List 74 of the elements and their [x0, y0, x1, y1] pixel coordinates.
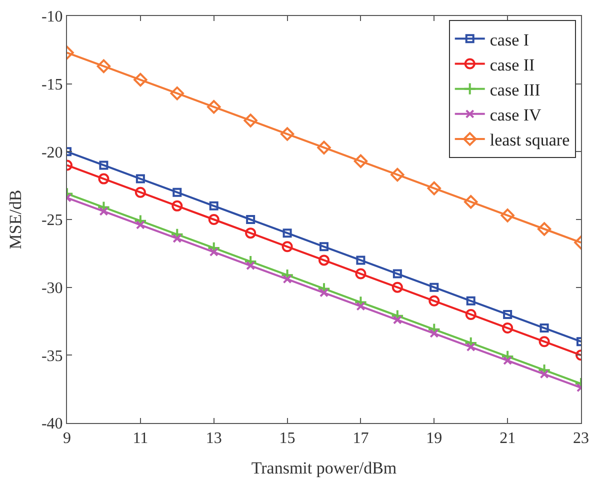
x-tick-label: 15 [279, 430, 296, 448]
legend-label: case I [490, 30, 530, 50]
point [246, 261, 256, 270]
point [355, 268, 366, 280]
point [172, 200, 183, 212]
point [430, 328, 439, 338]
point [209, 201, 218, 210]
point [464, 195, 478, 209]
point [392, 315, 402, 324]
point [96, 59, 111, 74]
point [136, 220, 145, 230]
point [209, 248, 218, 257]
x-tick-label: 21 [500, 430, 516, 448]
point [354, 154, 368, 168]
point [98, 173, 110, 184]
point [356, 256, 366, 265]
point [503, 356, 512, 366]
point [540, 324, 549, 333]
point [245, 228, 256, 239]
point [282, 274, 292, 284]
legend-label: least square [490, 130, 570, 150]
point [244, 114, 258, 128]
x-tick-label: 9 [63, 430, 71, 448]
x-tick-label: 23 [573, 430, 589, 448]
point [356, 302, 366, 311]
point [320, 288, 328, 298]
point [282, 228, 292, 238]
y-tick-label: -20 [41, 144, 63, 162]
x-tick-label: 13 [206, 430, 222, 448]
point [99, 206, 108, 216]
point [430, 282, 439, 292]
y-tick-label: -10 [41, 8, 63, 26]
x-axis-title: Transmit power/dBm [251, 458, 397, 478]
point [503, 310, 512, 319]
point [99, 160, 108, 170]
point [540, 370, 549, 379]
point [465, 308, 476, 320]
point [317, 140, 331, 154]
point [134, 72, 148, 87]
point [136, 174, 145, 184]
point [208, 214, 220, 225]
legend-label: case II [490, 55, 536, 74]
point [428, 295, 440, 306]
point [280, 127, 294, 141]
y-tick-label: -35 [41, 348, 63, 365]
point [500, 208, 514, 222]
point [466, 342, 476, 352]
x-tick-label: 17 [352, 430, 369, 448]
point [134, 186, 146, 198]
point [207, 100, 221, 114]
point [466, 296, 476, 306]
point [172, 188, 182, 197]
point [502, 322, 514, 334]
point [538, 336, 550, 348]
y-tick-label: -25 [41, 212, 63, 230]
y-tick-label: -40 [41, 416, 63, 433]
point [392, 282, 403, 293]
point [282, 241, 293, 252]
point [246, 215, 256, 224]
y-tick-label: -30 [41, 280, 63, 297]
y-axis-title: MSE/dB [6, 190, 26, 250]
point [172, 234, 182, 243]
legend-label: case III [490, 80, 541, 100]
y-tick-label: -15 [41, 76, 63, 94]
x-tick-label: 19 [426, 430, 442, 448]
point [537, 222, 552, 236]
x-tick-label: 11 [132, 430, 148, 448]
point [427, 181, 441, 196]
point [170, 86, 184, 100]
legend-label: case IV [490, 106, 542, 125]
point [320, 242, 328, 252]
point [390, 168, 404, 182]
point [318, 254, 330, 266]
point [392, 269, 402, 278]
